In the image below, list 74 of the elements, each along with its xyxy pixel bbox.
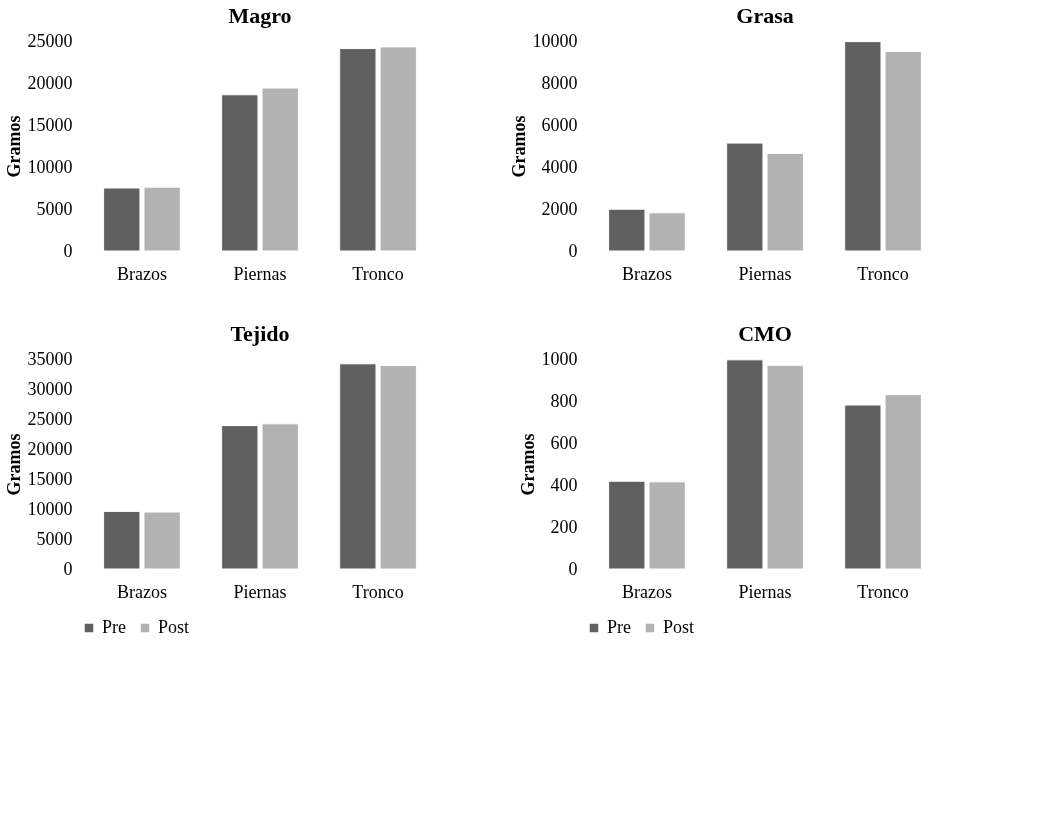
y-tick-label: 10000 (27, 498, 73, 519)
y-tick-label: 0 (568, 558, 578, 579)
x-tick-label: Tronco (352, 263, 404, 284)
y-tick-label: 10000 (27, 156, 73, 177)
y-tick-label: 25000 (27, 408, 73, 429)
chart-title: Grasa (736, 3, 794, 28)
y-tick-label: 0 (63, 558, 73, 579)
y-tick-label: 4000 (541, 156, 578, 177)
bar (844, 404, 882, 570)
y-tick-label: 1000 (541, 348, 578, 369)
y-tick-label: 2000 (541, 198, 578, 219)
bar (844, 41, 882, 252)
y-tick-label: 200 (550, 516, 578, 537)
y-tick-label: 800 (550, 390, 578, 411)
y-tick-label: 10000 (532, 30, 578, 51)
y-tick-label: 20000 (27, 438, 73, 459)
x-tick-label: Piernas (233, 581, 287, 602)
y-tick-label: 30000 (27, 378, 73, 399)
bar (221, 94, 259, 252)
y-tick-label: 6000 (541, 114, 578, 135)
y-tick-label: 5000 (36, 198, 73, 219)
bar (766, 364, 804, 570)
y-tick-label: 400 (550, 474, 578, 495)
y-tick-label: 35000 (27, 348, 73, 369)
y-tick-label: 0 (568, 240, 578, 261)
bar (103, 510, 141, 570)
legend-label: Pre (102, 617, 126, 637)
x-tick-label: Tronco (857, 581, 909, 602)
y-tick-label: 600 (550, 432, 578, 453)
bar (143, 511, 181, 570)
bar (648, 212, 686, 252)
bar (379, 365, 417, 570)
bar (726, 142, 764, 252)
bar (339, 48, 377, 252)
x-tick-label: Brazos (621, 581, 672, 602)
x-tick-label: Brazos (116, 263, 167, 284)
legend-label: Post (663, 617, 695, 637)
bar (221, 425, 259, 570)
y-tick-label: 25000 (27, 30, 73, 51)
chart-title: Magro (228, 3, 292, 28)
y-tick-label: 0 (63, 240, 73, 261)
y-tick-label: 15000 (27, 468, 73, 489)
bar (261, 87, 299, 252)
bar (884, 51, 922, 252)
x-tick-label: Piernas (738, 581, 792, 602)
y-axis-title: Gramos (3, 433, 24, 496)
bar (648, 481, 686, 570)
bar (726, 359, 764, 570)
bar (261, 423, 299, 570)
y-tick-label: 8000 (541, 72, 578, 93)
legend-label: Pre (607, 617, 631, 637)
bar (884, 394, 922, 570)
y-tick-label: 15000 (27, 114, 73, 135)
bar (143, 186, 181, 252)
x-tick-label: Piernas (738, 263, 792, 284)
y-axis-title: Gramos (508, 115, 529, 178)
bar (103, 187, 141, 252)
bar (339, 363, 377, 570)
bar (379, 46, 417, 252)
chart-title: CMO (738, 321, 792, 346)
y-axis-title: Gramos (517, 433, 538, 496)
bar (608, 208, 646, 252)
x-tick-label: Brazos (621, 263, 672, 284)
x-tick-label: Tronco (352, 581, 404, 602)
bar (766, 152, 804, 252)
y-tick-label: 5000 (36, 528, 73, 549)
x-tick-label: Tronco (857, 263, 909, 284)
bar (608, 480, 646, 570)
x-tick-label: Piernas (233, 263, 287, 284)
y-axis-title: Gramos (3, 115, 24, 178)
chart-title: Tejido (230, 321, 290, 346)
legend-label: Post (158, 617, 190, 637)
y-tick-label: 20000 (27, 72, 73, 93)
x-tick-label: Brazos (116, 581, 167, 602)
